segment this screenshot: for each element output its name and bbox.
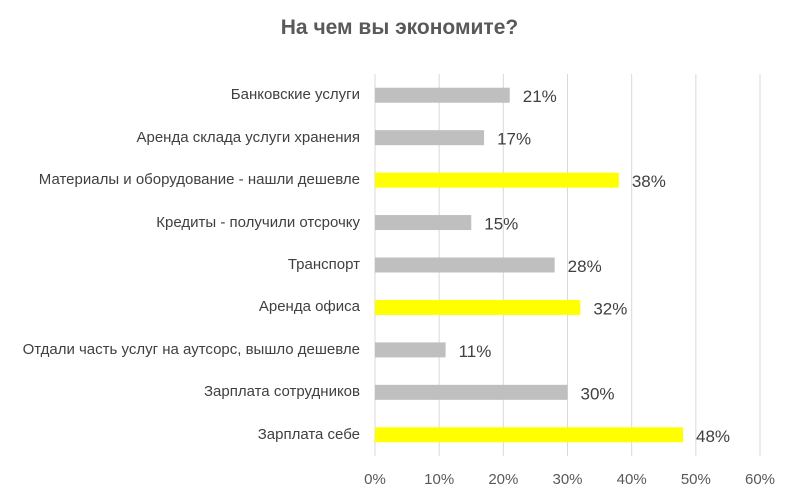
category-label: Транспорт: [287, 256, 360, 273]
category-label: Зарплата себе: [257, 425, 360, 443]
category-label: Кредиты - получили отсрочку: [156, 213, 360, 231]
data-label: 30%: [581, 384, 615, 403]
x-tick-label: 10%: [424, 471, 454, 488]
x-tick-label: 30%: [552, 471, 582, 488]
category-label: Отдали часть услуг на аутсорс, вышло деш…: [22, 340, 360, 358]
x-tick-label: 50%: [681, 471, 711, 488]
bar: [375, 384, 568, 400]
bar: [375, 427, 683, 443]
data-label: 28%: [568, 257, 602, 276]
category-label: Зарплата сотрудников: [203, 383, 360, 401]
bar: [375, 299, 581, 315]
bar: [375, 87, 510, 103]
x-tick-label: 40%: [617, 471, 647, 488]
bar: [375, 130, 485, 146]
x-tick-label: 0%: [364, 471, 386, 488]
data-label: 15%: [484, 215, 518, 234]
category-label: Материалы и оборудование - нашли дешевле: [38, 171, 360, 189]
data-label: 48%: [696, 427, 730, 446]
category-label: Аренда офиса: [258, 298, 360, 316]
bars: [375, 87, 683, 443]
data-labels: 21% 17% 38% 15% 28% 32% 11% 30% 48%: [459, 87, 730, 446]
data-label: 32%: [593, 299, 627, 318]
chart-title: На чем вы экономите?: [280, 16, 519, 39]
x-tick-label: 60%: [745, 471, 775, 488]
bar: [375, 257, 555, 273]
x-axis-ticks: 0% 10% 20% 30% 40% 50% 60%: [364, 471, 775, 488]
data-label: 11%: [459, 342, 492, 361]
bar: [375, 172, 619, 188]
data-label: 21%: [523, 87, 557, 106]
bar: [375, 342, 446, 358]
x-tick-label: 20%: [488, 471, 518, 488]
category-label: Аренда склада услуги хранения: [136, 128, 360, 146]
category-label: Банковские услуги: [230, 86, 360, 104]
data-label: 17%: [497, 130, 531, 149]
bar: [375, 215, 472, 231]
data-label: 38%: [632, 172, 666, 191]
